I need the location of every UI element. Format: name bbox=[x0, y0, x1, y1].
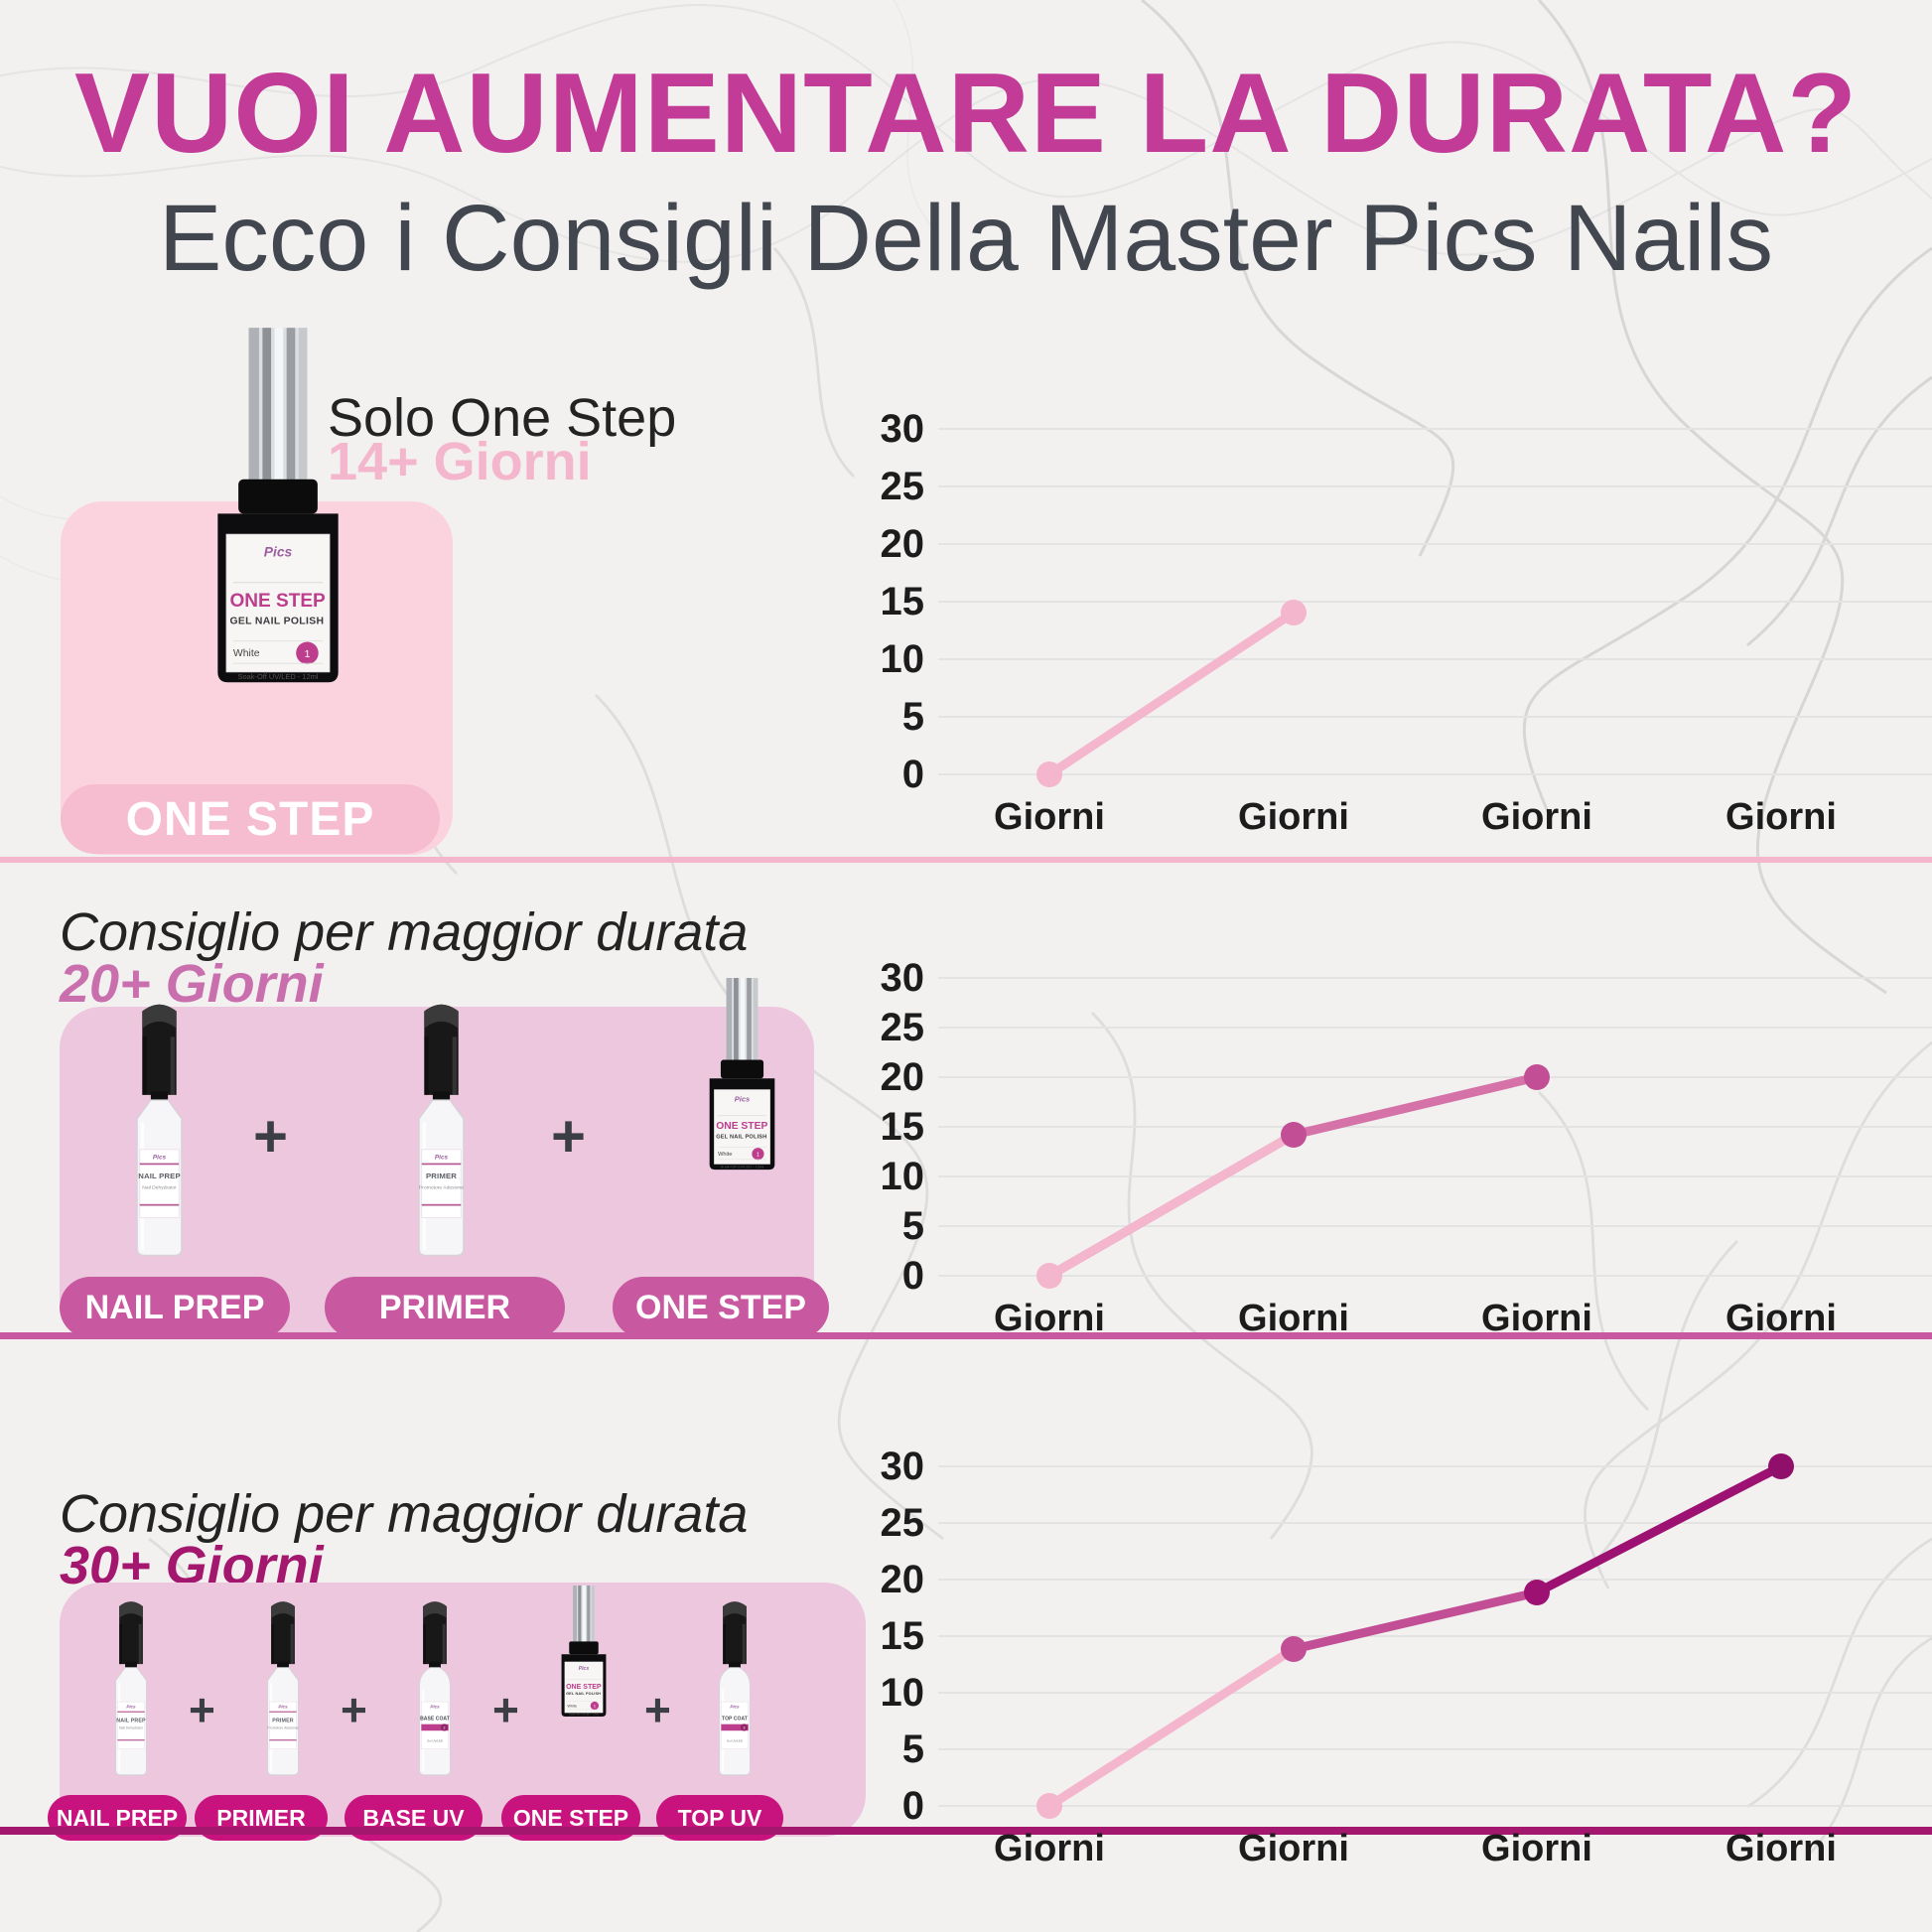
svg-text:Pics: Pics bbox=[735, 1095, 750, 1104]
svg-text:Soak-Off UV/LED - 12ml: Soak-Off UV/LED - 12ml bbox=[569, 1713, 599, 1717]
svg-text:GEL NAIL POLISH: GEL NAIL POLISH bbox=[716, 1134, 766, 1140]
svg-text:White: White bbox=[233, 648, 260, 659]
svg-text:GEL NAIL POLISH: GEL NAIL POLISH bbox=[566, 1692, 601, 1696]
svg-text:NAIL PREP: NAIL PREP bbox=[138, 1172, 181, 1180]
svg-text:Gel UV/LED: Gel UV/LED bbox=[427, 1739, 443, 1743]
svg-text:30: 30 bbox=[881, 956, 925, 1000]
svg-text:20: 20 bbox=[881, 1055, 925, 1099]
svg-text:Giorni: Giorni bbox=[994, 796, 1105, 834]
svg-text:15: 15 bbox=[881, 1105, 925, 1149]
svg-text:20: 20 bbox=[881, 1558, 925, 1601]
svg-text:1: 1 bbox=[757, 1153, 759, 1159]
svg-text:0: 0 bbox=[902, 1254, 924, 1298]
svg-text:3: 3 bbox=[743, 1725, 745, 1729]
svg-text:BASE COAT: BASE COAT bbox=[420, 1717, 451, 1723]
svg-text:2: 2 bbox=[443, 1725, 445, 1729]
svg-text:Pics: Pics bbox=[126, 1705, 136, 1710]
svg-text:GEL NAIL POLISH: GEL NAIL POLISH bbox=[229, 616, 324, 626]
svg-text:Pics: Pics bbox=[278, 1705, 288, 1710]
svg-text:Pics: Pics bbox=[430, 1705, 440, 1710]
svg-text:Nail Dehydrator: Nail Dehydrator bbox=[119, 1725, 144, 1729]
svg-text:0: 0 bbox=[902, 1784, 924, 1828]
svg-text:ONE STEP: ONE STEP bbox=[716, 1121, 767, 1132]
svg-text:Nail Dehydrator: Nail Dehydrator bbox=[142, 1184, 177, 1190]
svg-text:Gel UV/LED: Gel UV/LED bbox=[727, 1739, 743, 1743]
svg-text:PRIMER: PRIMER bbox=[426, 1172, 457, 1180]
svg-text:NAIL PREP: NAIL PREP bbox=[116, 1718, 146, 1724]
svg-text:25: 25 bbox=[881, 1501, 925, 1545]
svg-text:20: 20 bbox=[881, 522, 925, 566]
svg-text:Giorni: Giorni bbox=[1238, 796, 1349, 834]
svg-text:Giorni: Giorni bbox=[1725, 1828, 1837, 1869]
svg-text:1: 1 bbox=[594, 1705, 596, 1709]
svg-text:Soak-Off UV/LED - 12ml: Soak-Off UV/LED - 12ml bbox=[721, 1164, 764, 1169]
svg-text:Promotore Adesione: Promotore Adesione bbox=[267, 1725, 298, 1729]
svg-text:Pics: Pics bbox=[730, 1705, 740, 1710]
svg-text:25: 25 bbox=[881, 1006, 925, 1049]
svg-text:Pics: Pics bbox=[579, 1666, 590, 1672]
svg-text:Promotore Adesione: Promotore Adesione bbox=[419, 1184, 464, 1190]
svg-text:White: White bbox=[567, 1704, 577, 1708]
svg-text:10: 10 bbox=[881, 1671, 925, 1715]
svg-text:10: 10 bbox=[881, 1155, 925, 1198]
svg-text:15: 15 bbox=[881, 580, 925, 623]
svg-text:15: 15 bbox=[881, 1614, 925, 1658]
svg-text:30: 30 bbox=[881, 407, 925, 451]
svg-text:Pics: Pics bbox=[264, 544, 293, 560]
svg-text:TOP COAT: TOP COAT bbox=[722, 1717, 749, 1723]
svg-text:Giorni: Giorni bbox=[1725, 796, 1837, 834]
svg-text:Pics: Pics bbox=[435, 1154, 449, 1161]
svg-text:Giorni: Giorni bbox=[1238, 1828, 1349, 1869]
svg-text:White: White bbox=[718, 1152, 732, 1158]
svg-text:Giorni: Giorni bbox=[994, 1828, 1105, 1869]
svg-text:ONE STEP: ONE STEP bbox=[566, 1684, 602, 1691]
svg-text:25: 25 bbox=[881, 465, 925, 508]
svg-text:PRIMER: PRIMER bbox=[272, 1718, 293, 1724]
svg-text:ONE STEP: ONE STEP bbox=[229, 591, 326, 612]
svg-text:Soak-Off UV/LED - 12ml: Soak-Off UV/LED - 12ml bbox=[238, 672, 319, 681]
svg-text:5: 5 bbox=[902, 695, 924, 739]
svg-text:Giorni: Giorni bbox=[1481, 796, 1592, 834]
svg-text:1: 1 bbox=[305, 649, 311, 660]
svg-text:30: 30 bbox=[881, 1445, 925, 1488]
svg-text:5: 5 bbox=[902, 1727, 924, 1771]
svg-text:0: 0 bbox=[902, 753, 924, 796]
svg-text:10: 10 bbox=[881, 637, 925, 681]
svg-text:5: 5 bbox=[902, 1204, 924, 1248]
svg-text:Pics: Pics bbox=[153, 1154, 167, 1161]
svg-text:Giorni: Giorni bbox=[1481, 1828, 1592, 1869]
